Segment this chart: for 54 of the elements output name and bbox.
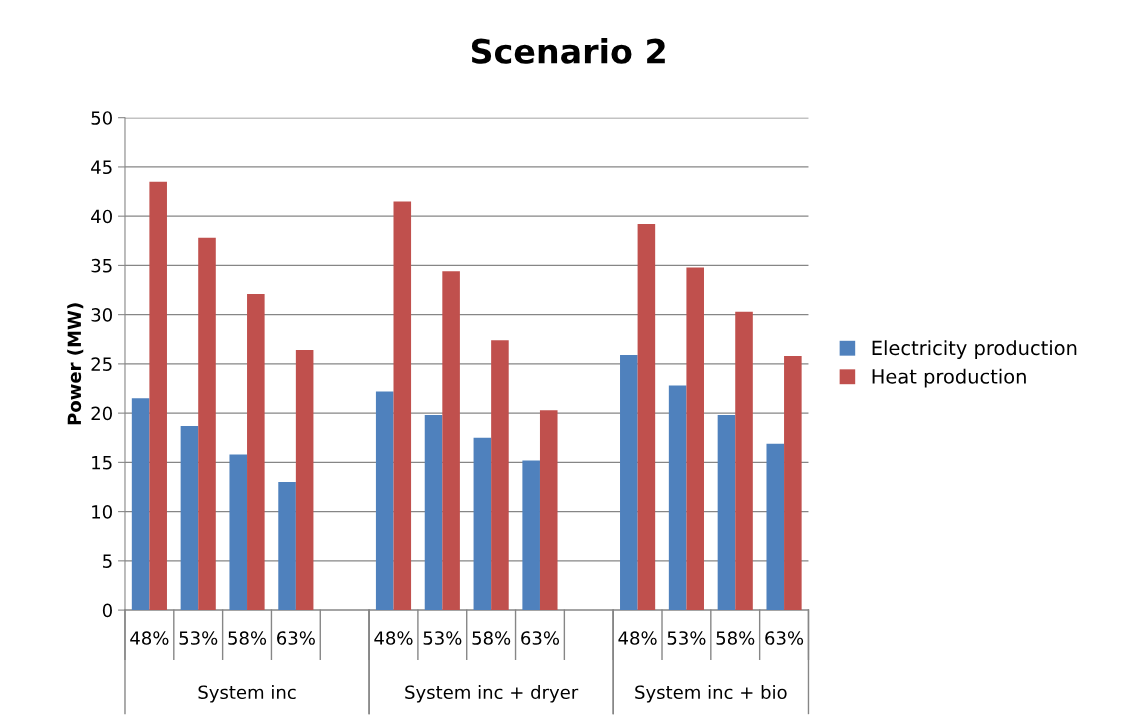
y-tick-label: 40 [91,209,112,224]
y-tick-label: 10 [92,505,112,519]
bar [539,410,558,611]
text: System inc [198,685,296,703]
bar [522,460,540,611]
y-tick-label: 35 [91,258,112,273]
bar [278,482,296,611]
x-tick-label: 48% [618,631,657,645]
y-axis-title: Power (MW) [67,303,84,425]
chart-title: Scenario 2 [471,38,665,64]
bar [620,355,638,611]
x-tick-label: 53% [423,631,462,645]
y-tick-label: 20 [91,406,112,421]
text: System inc + bio [635,685,787,703]
x-tick-label: 58% [716,631,755,645]
bar [637,224,656,611]
y-tick-label: 0 [102,603,112,618]
bar [229,454,248,611]
bar [375,391,394,611]
bar [473,437,492,611]
x-tick-label: 63% [521,631,560,645]
bar [295,350,314,611]
bar [180,425,199,611]
bar [735,311,753,611]
x-tick-label: 63% [765,631,804,645]
text: System inc + dryer [405,685,579,703]
y-tick-label: 15 [92,456,112,470]
x-tick-label: 48% [130,631,169,645]
x-tick-label: 58% [228,631,267,645]
bar [131,398,150,611]
x-tick-label: 63% [277,631,315,645]
x-tick-label: 53% [667,631,706,645]
bar [149,181,167,611]
bar [766,443,785,611]
bar [668,385,687,611]
bar [717,415,736,611]
bar [424,415,443,611]
bar [784,356,802,611]
y-tick-label: 25 [91,357,112,371]
legend-label: Electricity production [872,340,1077,360]
y-tick-label: 45 [91,160,112,175]
x-tick-label: 58% [472,631,511,645]
x-tick-label: 53% [179,631,218,645]
y-tick-label: 5 [103,554,112,568]
legend-label: Heat production [872,368,1026,388]
y-tick-label: 30 [91,308,112,322]
x-tick-label: 48% [374,631,413,645]
bar [393,201,412,611]
bar [491,340,509,611]
bar [686,267,704,611]
y-tick-label: 50 [91,111,112,125]
bar [442,271,460,611]
bar [198,237,216,611]
bar [247,293,265,611]
